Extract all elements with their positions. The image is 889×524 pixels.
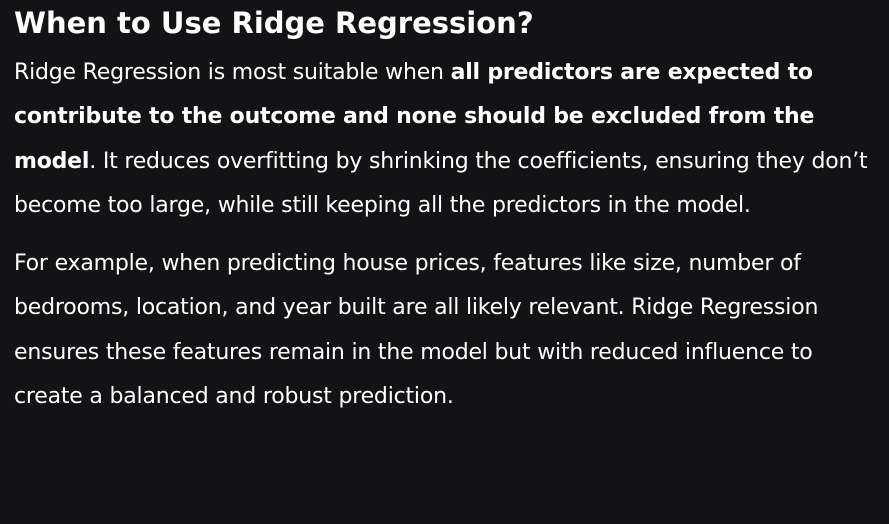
paragraph-lead-text: Ridge Regression is most suitable when <box>14 60 451 85</box>
paragraph-bold-text: all predictors are expected to contribut… <box>14 60 815 174</box>
section-heading: When to Use Ridge Regression? <box>14 6 534 40</box>
paragraph-tail-text: . It reduces overfitting by shrinking th… <box>14 148 868 218</box>
paragraph-ridge-suitability: Ridge Regression is most suitable when a… <box>14 51 875 228</box>
paragraph-example: For example, when predicting house price… <box>14 251 819 410</box>
